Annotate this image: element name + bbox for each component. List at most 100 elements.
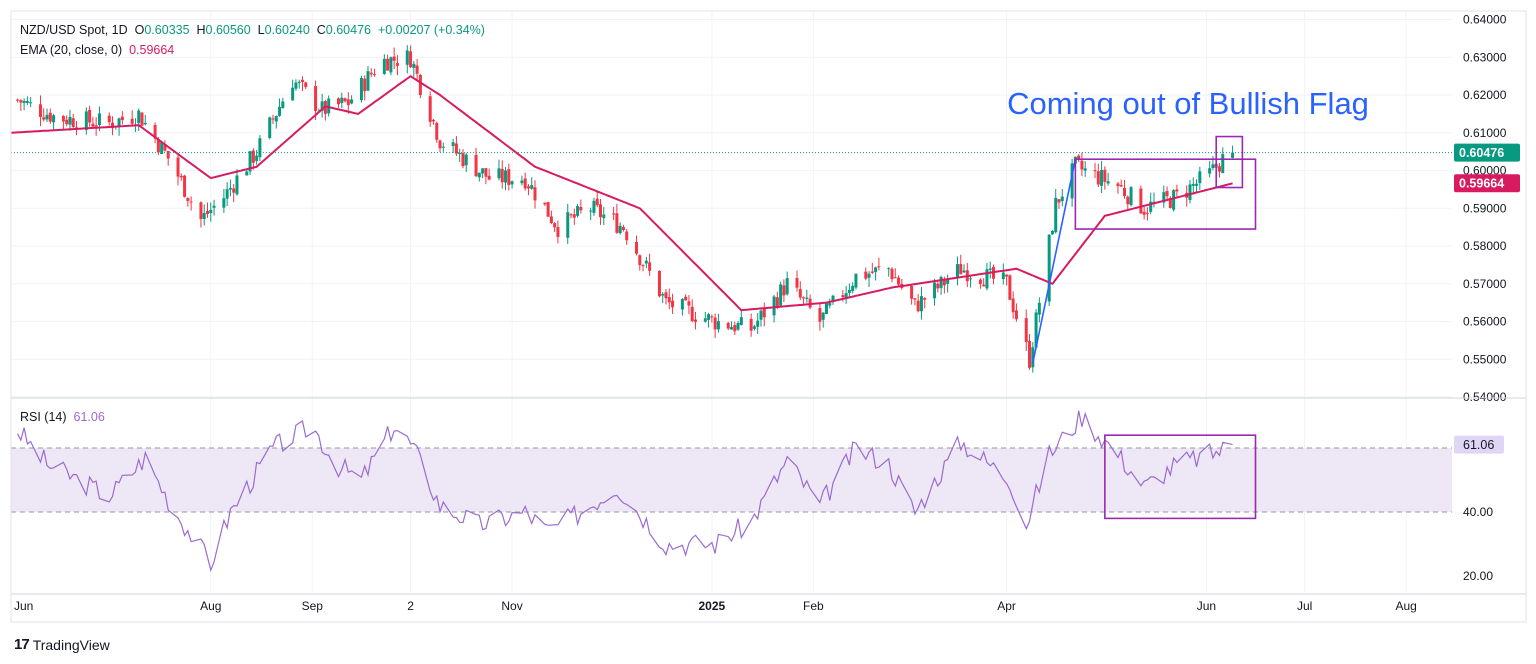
candle-body xyxy=(346,99,350,106)
candle-body xyxy=(1008,275,1012,300)
candle-body xyxy=(1126,196,1130,205)
candle-body xyxy=(206,210,209,214)
candle-body xyxy=(314,86,318,112)
candle-body xyxy=(887,268,891,270)
candle-body xyxy=(749,318,753,331)
candle-body xyxy=(530,185,534,189)
candle-body xyxy=(65,119,69,125)
candle-body xyxy=(409,51,413,68)
candle-body xyxy=(874,267,878,273)
candle-body xyxy=(291,87,295,101)
candle-body xyxy=(877,266,881,268)
candle-body xyxy=(88,109,92,123)
ema-value: 0.59664 xyxy=(129,43,175,57)
candle-body xyxy=(363,78,367,92)
candle-body xyxy=(549,216,553,224)
candle-body xyxy=(726,322,730,329)
candle-body xyxy=(955,264,959,279)
candles xyxy=(16,45,1235,373)
candle-body xyxy=(71,118,75,128)
candle-body xyxy=(730,327,733,330)
candle-body xyxy=(454,143,458,154)
candle-body xyxy=(199,202,203,220)
candle-body xyxy=(916,300,920,312)
candle-body xyxy=(1168,197,1172,209)
candle-body xyxy=(831,295,835,302)
flag-box xyxy=(1074,158,1257,230)
candle-body xyxy=(569,214,573,216)
candle-body xyxy=(1188,184,1192,201)
rsi-tick-label: 20.00 xyxy=(1463,569,1493,583)
candle-body xyxy=(340,97,344,104)
time-tick-label: 2 xyxy=(407,599,414,613)
candle-body xyxy=(602,214,606,219)
candle-body xyxy=(451,142,455,146)
flag-box xyxy=(1215,135,1244,189)
candle-body xyxy=(1119,185,1123,187)
candle-body xyxy=(1139,188,1143,214)
candle-body xyxy=(864,271,868,279)
candle-body xyxy=(1211,164,1215,169)
candle-body xyxy=(1208,168,1212,174)
candle-body xyxy=(1198,171,1202,184)
candle-body xyxy=(693,319,697,322)
candle-body xyxy=(42,117,46,120)
candle-body xyxy=(782,285,786,296)
candle-body xyxy=(1231,152,1235,158)
candle-body xyxy=(111,122,115,129)
candle-body xyxy=(1103,169,1107,182)
price-tick-label: 0.55000 xyxy=(1463,352,1507,366)
candle-body xyxy=(661,293,665,296)
time-tick-label: 2025 xyxy=(698,599,725,613)
price-tick-label: 0.60000 xyxy=(1463,164,1507,178)
candle-body xyxy=(297,81,301,83)
candle-body xyxy=(94,125,98,127)
candle-body xyxy=(1145,212,1149,214)
price-axis: 0.64000 0.63000 0.62000 0.61000 0.60000 0.590… xyxy=(1454,13,1520,404)
candle-body xyxy=(278,106,282,116)
rsi-badge-text: 61.06 xyxy=(1463,438,1494,452)
candle-body xyxy=(189,201,193,203)
candle-body xyxy=(487,175,491,180)
candle-body xyxy=(851,285,855,291)
candle-body xyxy=(638,255,642,266)
candle-body xyxy=(520,180,524,184)
candle-body xyxy=(1001,272,1005,280)
candle-body xyxy=(713,317,717,330)
candle-body xyxy=(870,271,874,273)
candle-body xyxy=(690,306,694,322)
candle-body xyxy=(1024,318,1028,343)
candle-body xyxy=(936,283,940,289)
candle-body xyxy=(795,278,799,288)
ema-line xyxy=(10,74,1233,312)
outer-border xyxy=(10,10,1527,623)
candle-body xyxy=(716,321,720,330)
candle-body xyxy=(337,98,340,105)
candle-body xyxy=(553,223,557,228)
candle-body xyxy=(752,326,756,329)
change-value: +0.00207 (+0.34%) xyxy=(377,23,485,37)
candle-body xyxy=(572,214,576,218)
rsi-label: RSI (14) xyxy=(20,410,67,424)
candle-body xyxy=(304,82,308,88)
ema-legend: EMA (20, close, 0) 0.59664 xyxy=(20,43,174,57)
candle-body xyxy=(946,279,950,284)
candle-body xyxy=(163,144,167,151)
candle-body xyxy=(1028,340,1032,368)
brand-label: TradingView xyxy=(32,636,110,653)
candle-body xyxy=(16,99,20,101)
candle-body xyxy=(418,74,422,96)
time-tick-label: Jun xyxy=(14,599,33,613)
candle-body xyxy=(798,289,802,298)
grid-lines xyxy=(10,12,1452,592)
candle-body xyxy=(300,79,304,82)
candle-body xyxy=(500,168,504,183)
candle-body xyxy=(897,277,901,285)
candle-body xyxy=(392,56,396,61)
candle-body xyxy=(1165,190,1169,197)
candle-body xyxy=(179,175,183,178)
candle-body xyxy=(756,320,760,327)
tradingview-logo[interactable]: 17 TradingView xyxy=(14,636,110,653)
candle-body xyxy=(635,242,639,254)
